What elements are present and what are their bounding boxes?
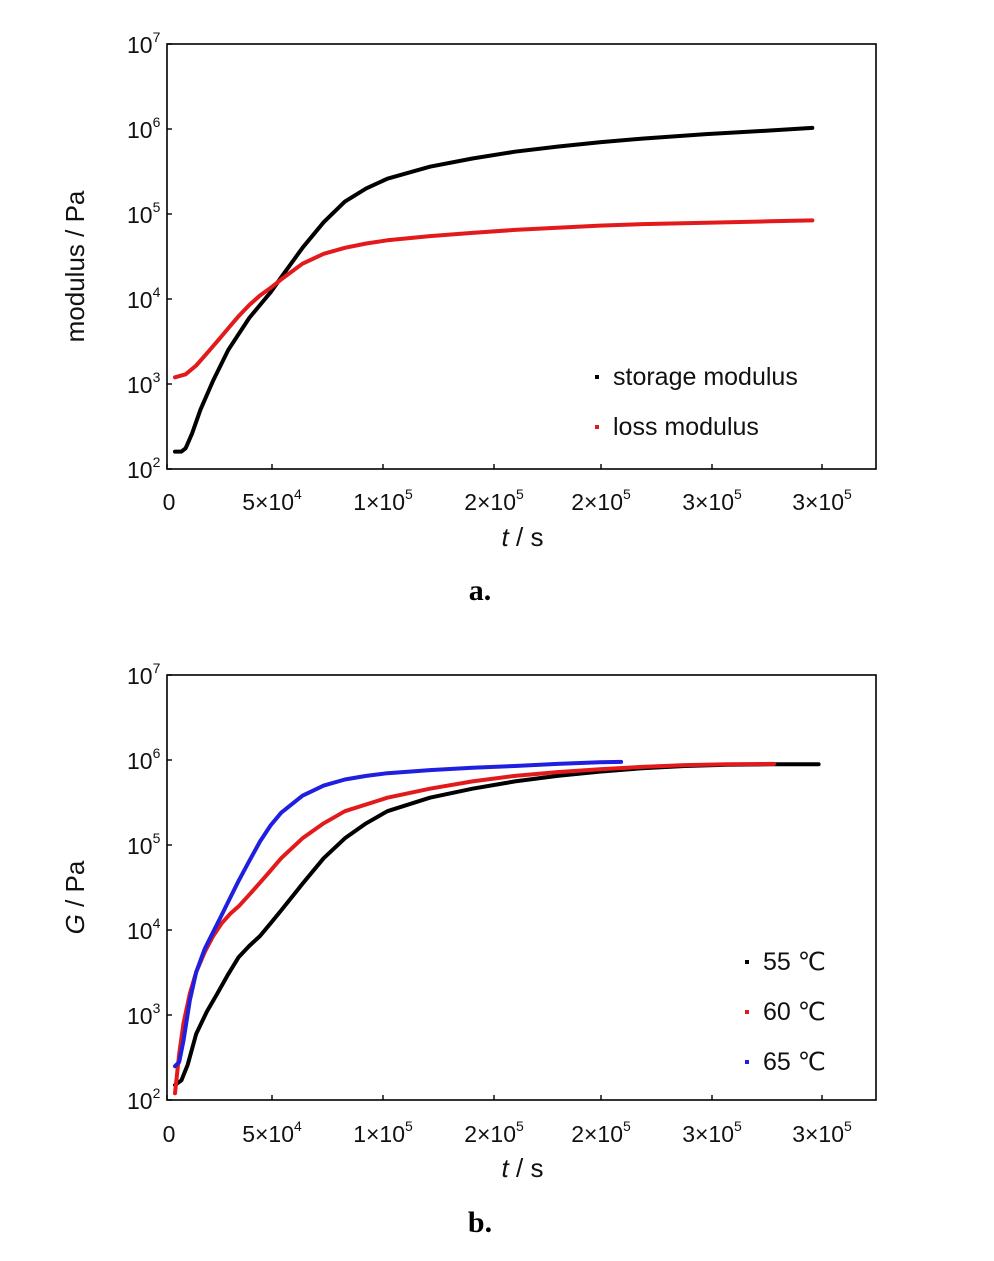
y-tick-label: 107 (127, 660, 161, 689)
x-tick-label: 1×105 (353, 486, 413, 515)
x-tick-label: 2×105 (464, 486, 524, 515)
legend-marker (745, 960, 749, 964)
series-line-1 (173, 762, 821, 1087)
y-axis-label: G / Pa (60, 860, 90, 934)
x-tick-label: 3×105 (792, 1118, 852, 1147)
legend-label: 55 ℃ (763, 948, 826, 976)
legend-label: 60 ℃ (763, 998, 826, 1026)
y-tick-label: 105 (127, 830, 161, 859)
legend-label: 65 ℃ (763, 1048, 826, 1076)
x-tick-label: 0 (163, 489, 176, 515)
y-tick-label: 104 (127, 915, 161, 944)
plot-frame (166, 674, 877, 1101)
series-line-3 (173, 759, 624, 1069)
x-tick-label: 2×105 (464, 1118, 524, 1147)
legend-marker (745, 1010, 749, 1014)
y-tick-label: 102 (127, 454, 161, 483)
legend: 55 ℃ 60 ℃ 65 ℃ (745, 948, 826, 1076)
x-axis-label: t / s (502, 522, 544, 552)
y-tick-label: 103 (127, 369, 161, 398)
x-tick-label: 0 (163, 1121, 176, 1147)
legend-marker (745, 1060, 749, 1064)
chart-panel-2: 102 103 104 105 106 107 0 5×104 1×105 2×105 2×105 3… (60, 660, 877, 1239)
y-tick-label: 106 (127, 114, 161, 143)
x-tick-label: 2×105 (571, 486, 631, 515)
legend-label: loss modulus (613, 413, 759, 441)
chart-panel-1: 102 103 104 105 106 107 0 5×104 1×105 2×105 2×105 3… (60, 29, 877, 607)
x-tick-label: 2×105 (571, 1118, 631, 1147)
y-tick-label: 102 (127, 1085, 161, 1114)
legend-marker (595, 375, 599, 379)
x-tick-label: 5×104 (242, 1118, 302, 1147)
x-tick-label: 5×104 (242, 486, 302, 515)
y-tick-label: 105 (127, 199, 161, 228)
x-axis-label: t / s (502, 1153, 544, 1183)
y-axis-label: modulus / Pa (60, 190, 90, 342)
legend: storage modulus loss modulus (595, 363, 798, 441)
legend-marker (595, 425, 599, 429)
y-tick-label: 104 (127, 284, 161, 313)
series-line-2 (173, 218, 815, 380)
panel-label: a. (469, 574, 492, 607)
legend-label: storage modulus (613, 363, 798, 391)
x-tick-label: 1×105 (353, 1118, 413, 1147)
panel-label: b. (468, 1206, 492, 1239)
plot-frame (166, 43, 877, 470)
x-tick-label: 3×105 (792, 486, 852, 515)
y-tick-label: 106 (127, 745, 161, 774)
series-line-1 (173, 125, 815, 454)
x-tick-label: 3×105 (682, 1118, 742, 1147)
y-tick-label: 103 (127, 1000, 161, 1029)
x-tick-label: 3×105 (682, 486, 742, 515)
y-tick-label: 107 (127, 29, 161, 58)
